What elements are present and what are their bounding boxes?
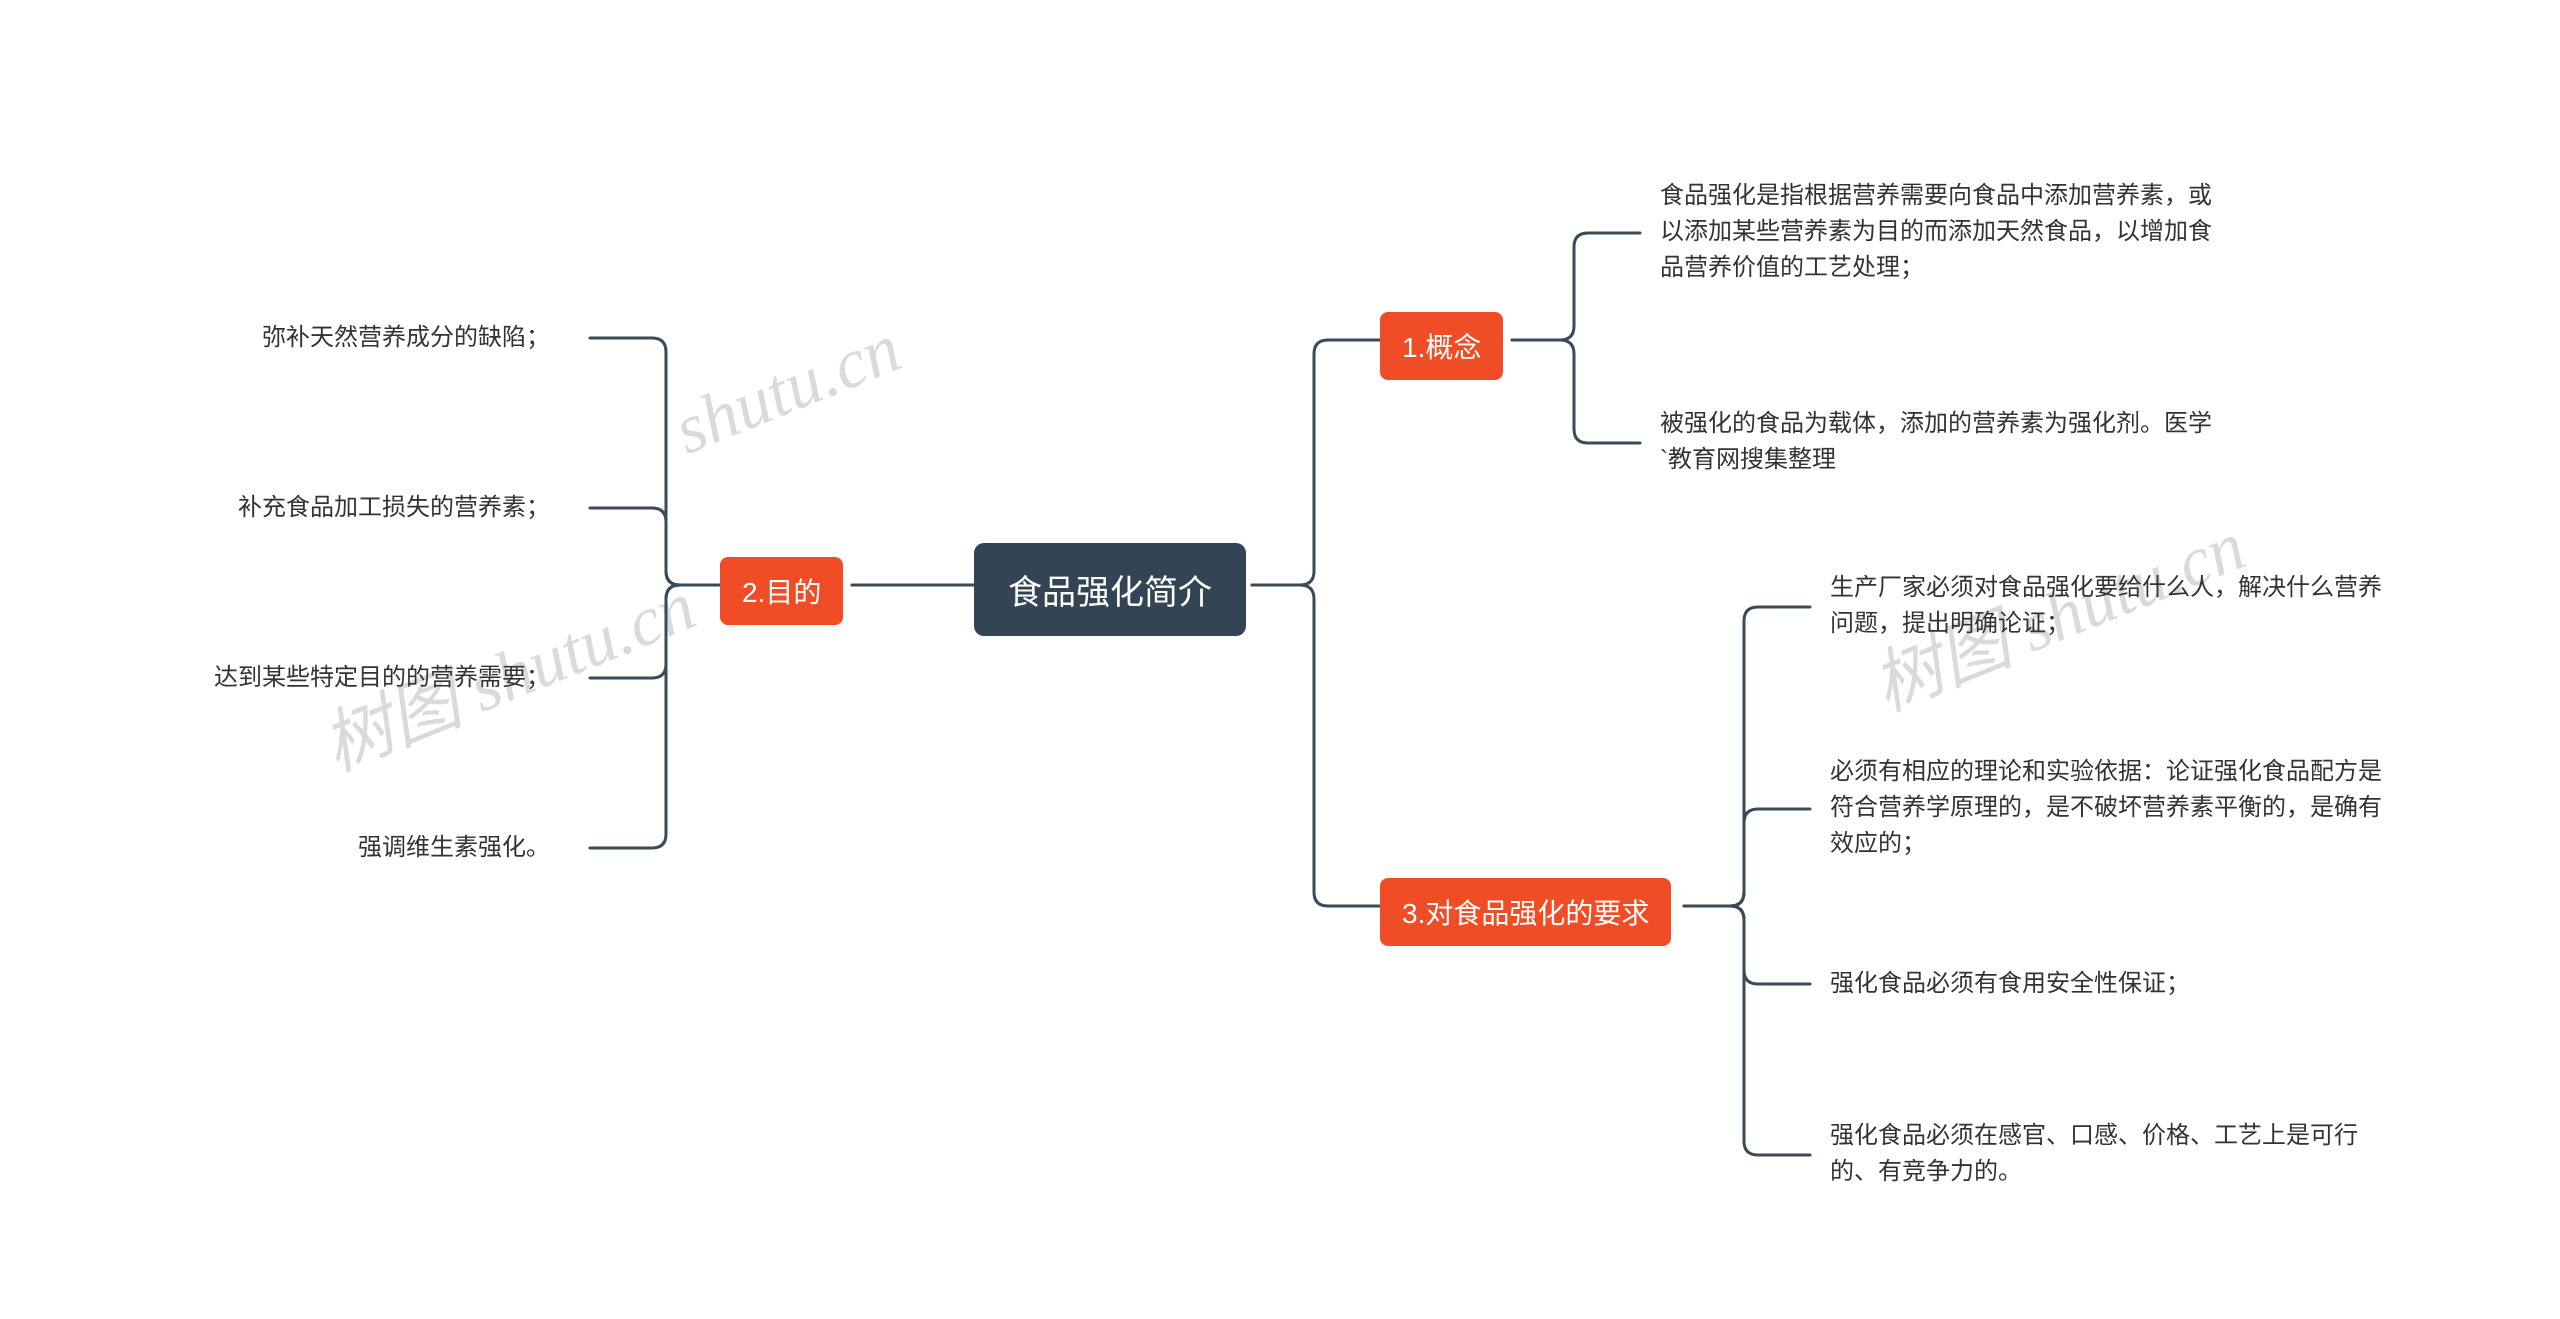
leaf-b3-0: 生产厂家必须对食品强化要给什么人，解决什么营养问题，提出明确论证； [1830,570,2382,642]
branch-concept[interactable]: 1.概念 [1380,312,1503,380]
root-node[interactable]: 食品强化简介 [974,543,1246,636]
leaf-b3-3: 强化食品必须在感官、口感、价格、工艺上是可行的、有竞争力的。 [1830,1118,2382,1190]
leaf-b3-2: 强化食品必须有食用安全性保证； [1830,966,2230,1002]
leaf-b1-1: 被强化的食品为载体，添加的营养素为强化剂。医学`教育网搜集整理 [1660,406,2212,478]
branch-requirements[interactable]: 3.对食品强化的要求 [1380,878,1671,946]
leaf-b2-3: 强调维生素强化。 [338,830,550,866]
leaf-b3-1: 必须有相应的理论和实验依据：论证强化食品配方是符合营养学原理的，是不破坏营养素平… [1830,754,2382,862]
watermark-2: shutu.cn [664,309,912,471]
leaf-b1-0: 食品强化是指根据营养需要向食品中添加营养素，或以添加某些营养素为目的而添加天然食… [1660,178,2212,286]
branch-purpose[interactable]: 2.目的 [720,557,843,625]
leaf-b2-1: 补充食品加工损失的营养素； [196,490,550,526]
leaf-b2-2: 达到某些特定目的的营养需要； [170,660,550,696]
leaf-b2-0: 弥补天然营养成分的缺陷； [220,320,550,356]
